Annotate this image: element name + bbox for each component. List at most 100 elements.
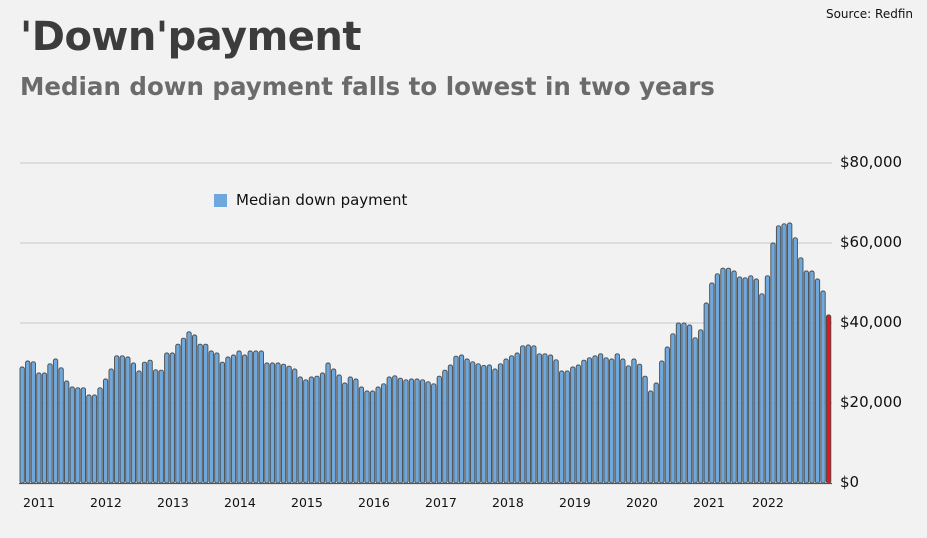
bar: [36, 372, 42, 484]
x-tick-label: 2013: [157, 495, 189, 510]
bar: [497, 363, 504, 484]
x-tick-label: 2017: [425, 495, 457, 510]
bar: [269, 362, 276, 484]
bar: [108, 368, 114, 484]
bar: [753, 278, 759, 484]
bar: [242, 354, 248, 484]
x-tick-label: 2021: [693, 495, 725, 510]
bar: [425, 381, 431, 484]
bar: [592, 355, 598, 484]
x-tick-label: 2011: [23, 495, 55, 510]
bar: [25, 360, 31, 484]
bar: [670, 333, 676, 484]
bar: [114, 355, 120, 484]
bar: [342, 382, 348, 484]
bar: [41, 372, 48, 484]
bar: [52, 358, 59, 484]
bar: [203, 343, 209, 484]
y-tick-label: $40,000: [840, 313, 903, 331]
bar: [737, 276, 743, 484]
bar: [230, 354, 237, 484]
bar: [236, 350, 242, 484]
bar: [331, 368, 337, 484]
bar: [264, 362, 270, 484]
bar: [514, 352, 520, 484]
bar: [814, 278, 821, 484]
x-tick-label: 2019: [559, 495, 591, 510]
bar: [820, 290, 826, 484]
bar: [47, 363, 53, 484]
bar: [520, 345, 526, 484]
x-tick-label: 2015: [291, 495, 323, 510]
bar: [119, 355, 125, 484]
bar: [559, 370, 565, 484]
bar: [748, 275, 754, 484]
chart-title: 'Down'payment: [20, 14, 361, 60]
bar: [581, 359, 587, 484]
bar: [408, 378, 415, 484]
bar: [692, 337, 698, 484]
bar: [381, 383, 387, 484]
bar: [308, 376, 315, 484]
bar: [180, 337, 187, 484]
bar: [686, 324, 693, 484]
bar: [69, 386, 75, 484]
x-tick-label: 2014: [224, 495, 256, 510]
bar: [603, 357, 609, 484]
bar: [336, 374, 342, 484]
bar: [253, 350, 259, 484]
bar: [508, 355, 515, 484]
bar: [642, 375, 648, 484]
bar: [809, 270, 815, 484]
bar: [292, 368, 298, 484]
bar: [353, 378, 359, 484]
x-tick-label: 2022: [752, 495, 784, 510]
bar: [458, 354, 465, 484]
bar: [481, 364, 487, 484]
bar: [636, 363, 643, 484]
bar: [153, 369, 159, 484]
bars: [19, 222, 832, 484]
bar: [803, 270, 810, 484]
bar: [503, 358, 509, 484]
bar: [125, 356, 131, 484]
bar: [297, 376, 303, 484]
source-note: Source: Redfin: [825, 7, 913, 21]
bar: [531, 345, 537, 484]
bar: [147, 359, 153, 484]
legend-label: Median down payment: [236, 191, 408, 209]
bar: [91, 394, 98, 484]
bar: [492, 368, 498, 484]
bar: [486, 364, 492, 484]
bar: [547, 354, 554, 484]
bar: [586, 357, 593, 484]
bar: [442, 369, 448, 484]
x-tick-label: 2016: [358, 495, 390, 510]
bar: [403, 379, 409, 484]
bar: [102, 378, 109, 484]
bar: [386, 376, 392, 484]
bar: [698, 329, 704, 484]
bar: [175, 343, 181, 484]
bar: [392, 375, 398, 484]
bar: [419, 379, 426, 484]
bar: [631, 358, 637, 484]
bar: [781, 223, 787, 484]
y-tick-label: $60,000: [840, 233, 903, 251]
bar: [609, 358, 615, 484]
bar: [792, 237, 798, 484]
bar: [659, 360, 665, 484]
bar: [347, 376, 353, 484]
bar: [325, 362, 331, 484]
y-tick-label: $0: [840, 473, 860, 491]
y-tick-label: $80,000: [840, 153, 903, 171]
bar: [280, 363, 287, 484]
bar: [475, 363, 481, 484]
bar: [97, 387, 103, 484]
bar: [731, 270, 737, 484]
bar: [648, 390, 654, 484]
bar: [664, 346, 670, 484]
bar: [375, 386, 381, 484]
bar: [186, 331, 192, 484]
bar: [158, 369, 164, 484]
